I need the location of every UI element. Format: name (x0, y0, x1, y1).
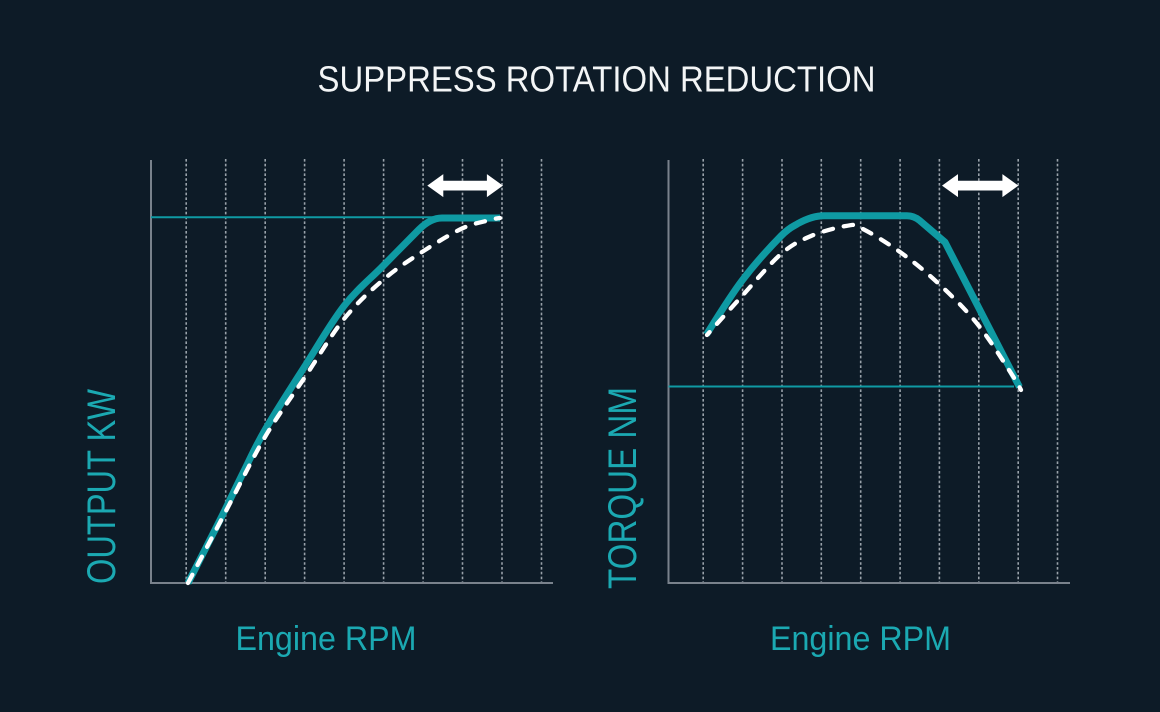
svg-text:SUPPRESS ROTATION REDUCTION: SUPPRESS ROTATION REDUCTION (318, 59, 876, 100)
svg-text:Engine RPM: Engine RPM (770, 620, 951, 658)
svg-text:Engine RPM: Engine RPM (236, 620, 417, 658)
svg-text:TORQUE NM: TORQUE NM (601, 387, 645, 589)
svg-text:OUTPUT KW: OUTPUT KW (80, 389, 124, 584)
